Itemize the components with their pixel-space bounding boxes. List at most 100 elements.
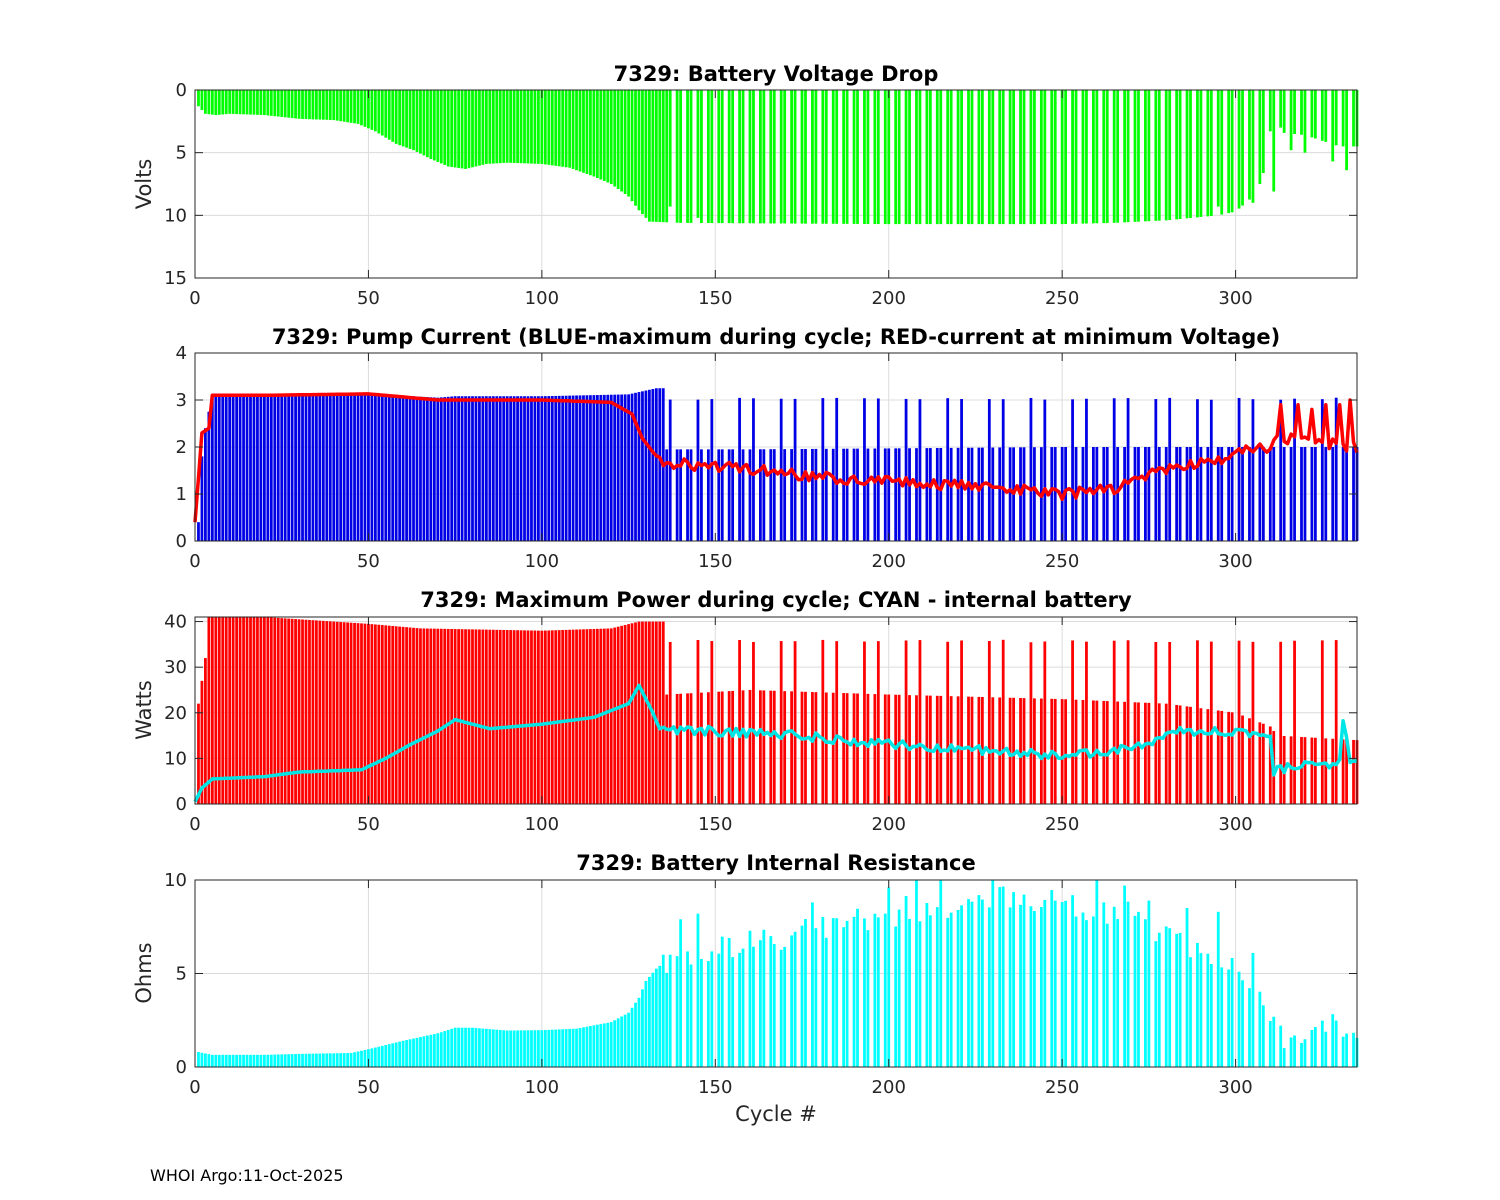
resistance-bar bbox=[557, 1029, 561, 1067]
current-bar bbox=[1001, 399, 1005, 541]
resistance-bar bbox=[706, 961, 710, 1067]
current-bar bbox=[339, 394, 343, 541]
power-bar bbox=[727, 691, 731, 804]
resistance-bar bbox=[762, 929, 766, 1067]
resistance-bar bbox=[328, 1053, 332, 1067]
resistance-bar bbox=[651, 972, 655, 1067]
voltage-bar bbox=[897, 90, 901, 225]
power-bar bbox=[370, 624, 374, 804]
voltage-bar bbox=[301, 90, 304, 119]
resistance-bar bbox=[561, 1029, 565, 1067]
voltage-bar bbox=[242, 90, 245, 115]
power-bar bbox=[502, 629, 506, 804]
resistance-bar bbox=[1268, 1021, 1272, 1067]
resistance-bar bbox=[1320, 1020, 1324, 1067]
current-bar bbox=[238, 395, 242, 541]
voltage-bar bbox=[717, 90, 721, 224]
resistance-bar bbox=[987, 907, 991, 1067]
current-bar bbox=[491, 396, 495, 541]
power-bar bbox=[873, 694, 877, 804]
power-bar bbox=[1216, 710, 1220, 804]
resistance-bar bbox=[245, 1054, 249, 1067]
voltage-bar bbox=[1331, 90, 1335, 162]
current-bar bbox=[1227, 447, 1231, 541]
current-bar bbox=[422, 396, 426, 541]
current-bar bbox=[665, 449, 669, 541]
resistance-bar bbox=[384, 1045, 388, 1067]
power-bar bbox=[1279, 641, 1283, 804]
current-bar bbox=[509, 396, 513, 541]
power-bar bbox=[1029, 642, 1033, 804]
resistance-bar bbox=[453, 1027, 457, 1067]
resistance-bar bbox=[287, 1054, 291, 1067]
current-bar bbox=[519, 396, 523, 541]
resistance-bar bbox=[200, 1052, 204, 1067]
resistance-bar bbox=[1033, 910, 1036, 1067]
resistance-bar bbox=[675, 956, 679, 1067]
voltage-bar bbox=[197, 90, 200, 107]
current-bar bbox=[564, 395, 568, 541]
current-bar bbox=[908, 448, 911, 541]
resistance-bar bbox=[443, 1031, 447, 1067]
current-bar bbox=[1029, 397, 1033, 541]
resistance-bar bbox=[1050, 890, 1054, 1067]
current-bar bbox=[1345, 447, 1348, 541]
voltage-bar bbox=[346, 90, 350, 123]
voltage-bar bbox=[908, 90, 911, 225]
voltage-bar bbox=[266, 90, 270, 116]
power-bar bbox=[1251, 641, 1255, 804]
power-bar bbox=[904, 640, 908, 804]
resistance-bar bbox=[800, 925, 804, 1067]
current-bar bbox=[217, 395, 221, 541]
voltage-bar bbox=[1043, 90, 1047, 225]
resistance-bar bbox=[342, 1053, 346, 1067]
power-bar bbox=[478, 629, 481, 804]
current-bar bbox=[394, 395, 398, 541]
resistance-bar bbox=[464, 1027, 467, 1067]
resistance-bar bbox=[436, 1033, 440, 1067]
resistance-bar bbox=[1289, 1037, 1293, 1067]
resistance-bar bbox=[519, 1030, 523, 1067]
resistance-bar bbox=[592, 1025, 596, 1067]
voltage-bar bbox=[554, 90, 558, 166]
resistance-bar bbox=[928, 915, 932, 1067]
voltage-bar bbox=[401, 90, 405, 147]
power-bar bbox=[256, 617, 259, 804]
power-bar bbox=[252, 617, 256, 804]
power-bar bbox=[1341, 739, 1345, 804]
voltage-bar bbox=[648, 90, 651, 222]
resistance-bar bbox=[363, 1049, 367, 1067]
resistance-bar bbox=[1220, 967, 1224, 1067]
voltage-bar bbox=[419, 90, 422, 154]
power-bar bbox=[394, 626, 398, 804]
current-bar bbox=[949, 447, 953, 541]
resistance-bar bbox=[387, 1044, 391, 1067]
voltage-bar bbox=[481, 90, 485, 165]
resistance-bar bbox=[1116, 919, 1120, 1067]
resistance-bar bbox=[422, 1036, 426, 1067]
current-bar bbox=[1303, 447, 1307, 541]
voltage-bar bbox=[606, 90, 610, 183]
voltage-xtick-label: 200 bbox=[872, 288, 906, 309]
voltage-bar bbox=[915, 90, 918, 225]
current-bar bbox=[214, 395, 218, 541]
voltage-bar bbox=[700, 90, 703, 223]
voltage-bar bbox=[394, 90, 398, 144]
resistance-bar bbox=[498, 1029, 502, 1067]
voltage-xtick-label: 150 bbox=[698, 288, 732, 309]
current-bar bbox=[276, 395, 280, 541]
current-bar bbox=[363, 393, 367, 541]
resistance-bar bbox=[1095, 880, 1099, 1067]
resistance-bar bbox=[967, 899, 970, 1067]
resistance-bar bbox=[790, 935, 793, 1067]
current-bar bbox=[876, 398, 880, 541]
resistance-bar bbox=[873, 913, 877, 1067]
current-bar bbox=[353, 394, 356, 541]
current-bar bbox=[620, 394, 624, 541]
voltage-bar bbox=[967, 90, 970, 225]
current-bar bbox=[748, 449, 752, 541]
voltage-ytick-label: 0 bbox=[176, 80, 187, 101]
voltage-bar bbox=[311, 90, 315, 120]
resistance-bar bbox=[935, 907, 939, 1067]
voltage-bar bbox=[762, 90, 766, 224]
